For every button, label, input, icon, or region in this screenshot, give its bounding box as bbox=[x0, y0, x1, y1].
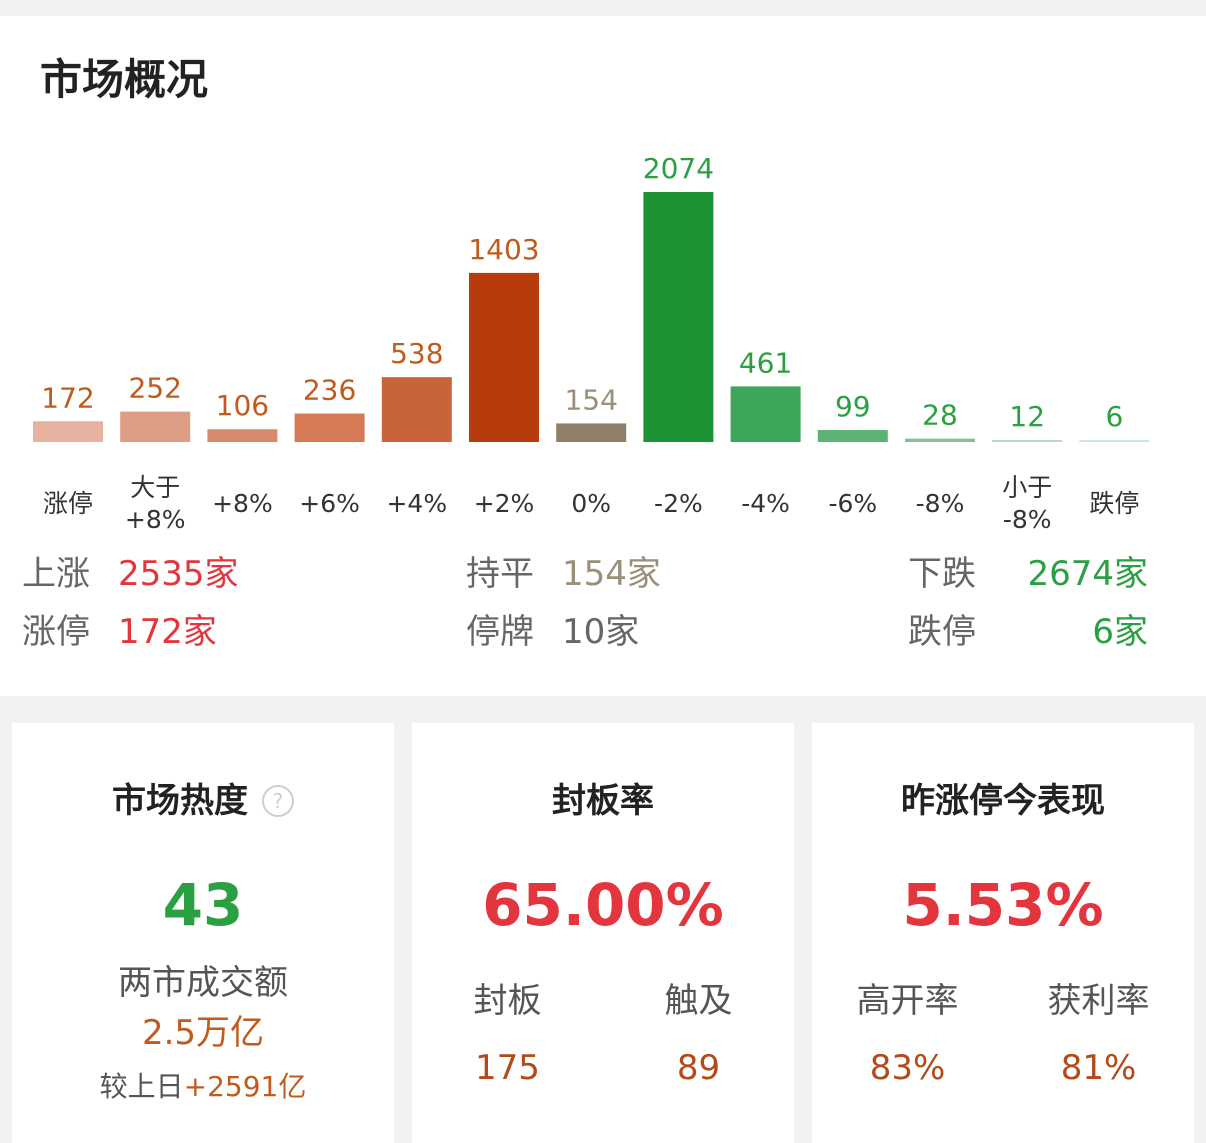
bar-0 bbox=[33, 421, 103, 442]
profit-label: 获利率 bbox=[1047, 981, 1150, 1021]
page-title: 市场概况 bbox=[40, 55, 209, 104]
bar-value-label-9: 99 bbox=[835, 390, 871, 423]
limit-up-label: 涨停 bbox=[22, 612, 90, 652]
bar-3 bbox=[294, 413, 365, 442]
flat-label: 持平 bbox=[466, 554, 534, 594]
up-label: 上涨 bbox=[22, 554, 90, 594]
bar-9 bbox=[817, 430, 888, 442]
summary-up: 上涨 2535家 bbox=[22, 554, 239, 594]
bar-value-label-1: 252 bbox=[128, 372, 181, 405]
summary-limit-up: 涨停 172家 bbox=[22, 612, 217, 652]
category-label-7: -2% bbox=[654, 489, 703, 518]
category-label-11: 小于-8% bbox=[1002, 473, 1052, 534]
market-heat-value: 43 bbox=[162, 871, 244, 939]
down-value: 2674家 bbox=[1027, 554, 1148, 594]
sealed-value: 175 bbox=[475, 1048, 540, 1088]
market-heat-card[interactable]: 市场热度? 43 两市成交额 2.5万亿 较上日+2591亿 bbox=[12, 723, 394, 1143]
limit-up-value: 172家 bbox=[118, 612, 217, 652]
bar-value-label-0: 172 bbox=[41, 381, 94, 414]
seal-rate-title: 封板率 bbox=[552, 781, 654, 821]
summary-suspended: 停牌 10家 bbox=[466, 612, 639, 652]
category-label-0: 涨停 bbox=[43, 489, 93, 518]
turnover-value: 2.5万亿 bbox=[141, 1013, 265, 1053]
help-icon[interactable]: ? bbox=[262, 785, 294, 817]
turnover-label: 两市成交额 bbox=[118, 963, 288, 1003]
seal-rate-value: 65.00% bbox=[482, 871, 724, 939]
category-label-12: 跌停 bbox=[1089, 489, 1139, 518]
suspended-label: 停牌 bbox=[466, 612, 534, 652]
up-value: 2535家 bbox=[118, 554, 239, 594]
category-label-8: -4% bbox=[741, 489, 790, 518]
market-heat-title-text: 市场热度 bbox=[112, 781, 248, 821]
profit-value: 81% bbox=[1060, 1048, 1137, 1088]
category-label-10: -8% bbox=[916, 489, 965, 518]
bar-value-label-11: 12 bbox=[1009, 400, 1045, 433]
bar-value-label-12: 6 bbox=[1105, 400, 1123, 433]
bar-value-label-4: 538 bbox=[390, 337, 443, 370]
yesterday-limit-up-card[interactable]: 昨涨停今表现 5.53% 高开率 83% 获利率 81% bbox=[812, 723, 1194, 1143]
yesterday-limit-up-title: 昨涨停今表现 bbox=[901, 781, 1105, 821]
touched-label: 触及 bbox=[664, 981, 733, 1021]
down-label: 下跌 bbox=[908, 554, 976, 594]
bar-1 bbox=[120, 411, 191, 442]
bar-value-label-10: 28 bbox=[922, 399, 958, 432]
high-open-column: 高开率 83% bbox=[812, 973, 1003, 1088]
turnover-compare: 较上日+2591亿 bbox=[12, 1065, 394, 1105]
compare-value: +2591亿 bbox=[183, 1070, 307, 1103]
bar-value-label-8: 461 bbox=[739, 346, 792, 379]
bar-value-label-5: 1403 bbox=[468, 233, 539, 266]
category-label-2: +8% bbox=[212, 489, 273, 518]
touched-column: 触及 89 bbox=[603, 973, 794, 1088]
bar-value-label-7: 2074 bbox=[643, 152, 714, 185]
bar-7 bbox=[643, 192, 714, 442]
bar-8 bbox=[730, 386, 801, 442]
bar-4 bbox=[381, 377, 452, 442]
yesterday-limit-up-value: 5.53% bbox=[902, 871, 1104, 939]
touched-value: 89 bbox=[676, 1048, 721, 1088]
market-overview-card: 市场概况 172 涨停 252 大于+8% 106 +8% 236 +6% 538 +4% 1403… bbox=[0, 16, 1206, 696]
sealed-column: 封板 175 bbox=[412, 973, 603, 1088]
limit-down-label: 跌停 bbox=[908, 612, 976, 652]
limit-down-value: 6家 bbox=[1092, 612, 1148, 652]
bar-10 bbox=[905, 438, 975, 442]
compare-label: 较上日 bbox=[99, 1070, 184, 1103]
bar-11 bbox=[992, 440, 1063, 442]
summary-limit-down: 跌停 6家 bbox=[908, 612, 1148, 652]
high-open-value: 83% bbox=[869, 1048, 946, 1088]
bar-12 bbox=[1079, 440, 1150, 442]
category-label-1: 大于+8% bbox=[125, 473, 186, 534]
bar-2 bbox=[207, 429, 278, 442]
category-label-9: -6% bbox=[828, 489, 877, 518]
bar-value-label-6: 154 bbox=[564, 383, 617, 416]
distribution-bar-chart: 172 涨停 252 大于+8% 106 +8% 236 +6% 538 +4% 1403 +2% 15… bbox=[33, 152, 1150, 534]
seal-rate-card[interactable]: 封板率 65.00% 封板 175 触及 89 bbox=[412, 723, 794, 1143]
bar-value-label-3: 236 bbox=[303, 374, 356, 407]
bar-5 bbox=[469, 272, 539, 442]
profit-column: 获利率 81% bbox=[1003, 973, 1194, 1088]
flat-value: 154家 bbox=[562, 554, 661, 594]
high-open-label: 高开率 bbox=[856, 981, 959, 1021]
bar-6 bbox=[556, 423, 627, 442]
suspended-value: 10家 bbox=[562, 612, 640, 652]
bar-value-label-2: 106 bbox=[216, 389, 269, 422]
summary-flat: 持平 154家 bbox=[466, 554, 661, 594]
category-label-4: +4% bbox=[386, 489, 447, 518]
summary-down: 下跌 2674家 bbox=[908, 554, 1148, 594]
category-label-6: 0% bbox=[571, 489, 611, 518]
sealed-label: 封板 bbox=[473, 981, 542, 1021]
category-label-3: +6% bbox=[299, 489, 360, 518]
market-heat-title: 市场热度? bbox=[12, 773, 394, 822]
category-label-5: +2% bbox=[474, 489, 535, 518]
